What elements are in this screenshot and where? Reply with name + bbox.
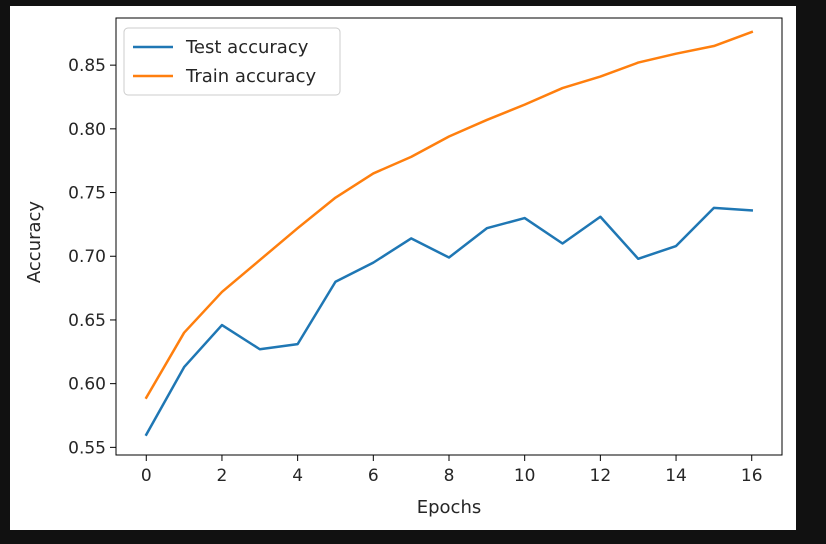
y-tick-label: 0.75 [68,184,106,204]
x-axis-ticks: 0 2 4 6 8 10 12 14 16 [141,455,763,486]
x-tick-label: 6 [368,466,379,486]
y-tick-label: 0.65 [68,311,106,331]
y-tick-label: 0.80 [68,120,106,140]
x-axis-label: Epochs [417,497,482,518]
legend: Test accuracy Train accuracy [123,27,341,96]
legend-label-train: Train accuracy [185,66,316,87]
series-line-test-accuracy [144,206,754,437]
legend-label-test: Test accuracy [185,37,309,58]
y-tick-label: 0.85 [68,56,106,76]
x-tick-label: 2 [217,466,228,486]
y-tick-label: 0.55 [68,438,106,458]
y-axis-label: Accuracy [24,201,45,284]
x-tick-label: 0 [141,466,152,486]
y-tick-label: 0.70 [68,247,106,267]
x-tick-label: 4 [292,466,303,486]
series-line-train-accuracy [144,30,754,400]
legend-box [123,27,341,96]
x-tick-label: 12 [590,466,612,486]
x-tick-label: 10 [514,466,536,486]
series-layer [144,30,754,437]
x-tick-label: 14 [665,466,687,486]
x-tick-label: 16 [741,466,763,486]
x-tick-label: 8 [444,466,455,486]
y-axis-ticks: 0.55 0.60 0.65 0.70 0.75 0.80 0.85 [68,56,116,458]
y-tick-label: 0.60 [68,375,106,395]
